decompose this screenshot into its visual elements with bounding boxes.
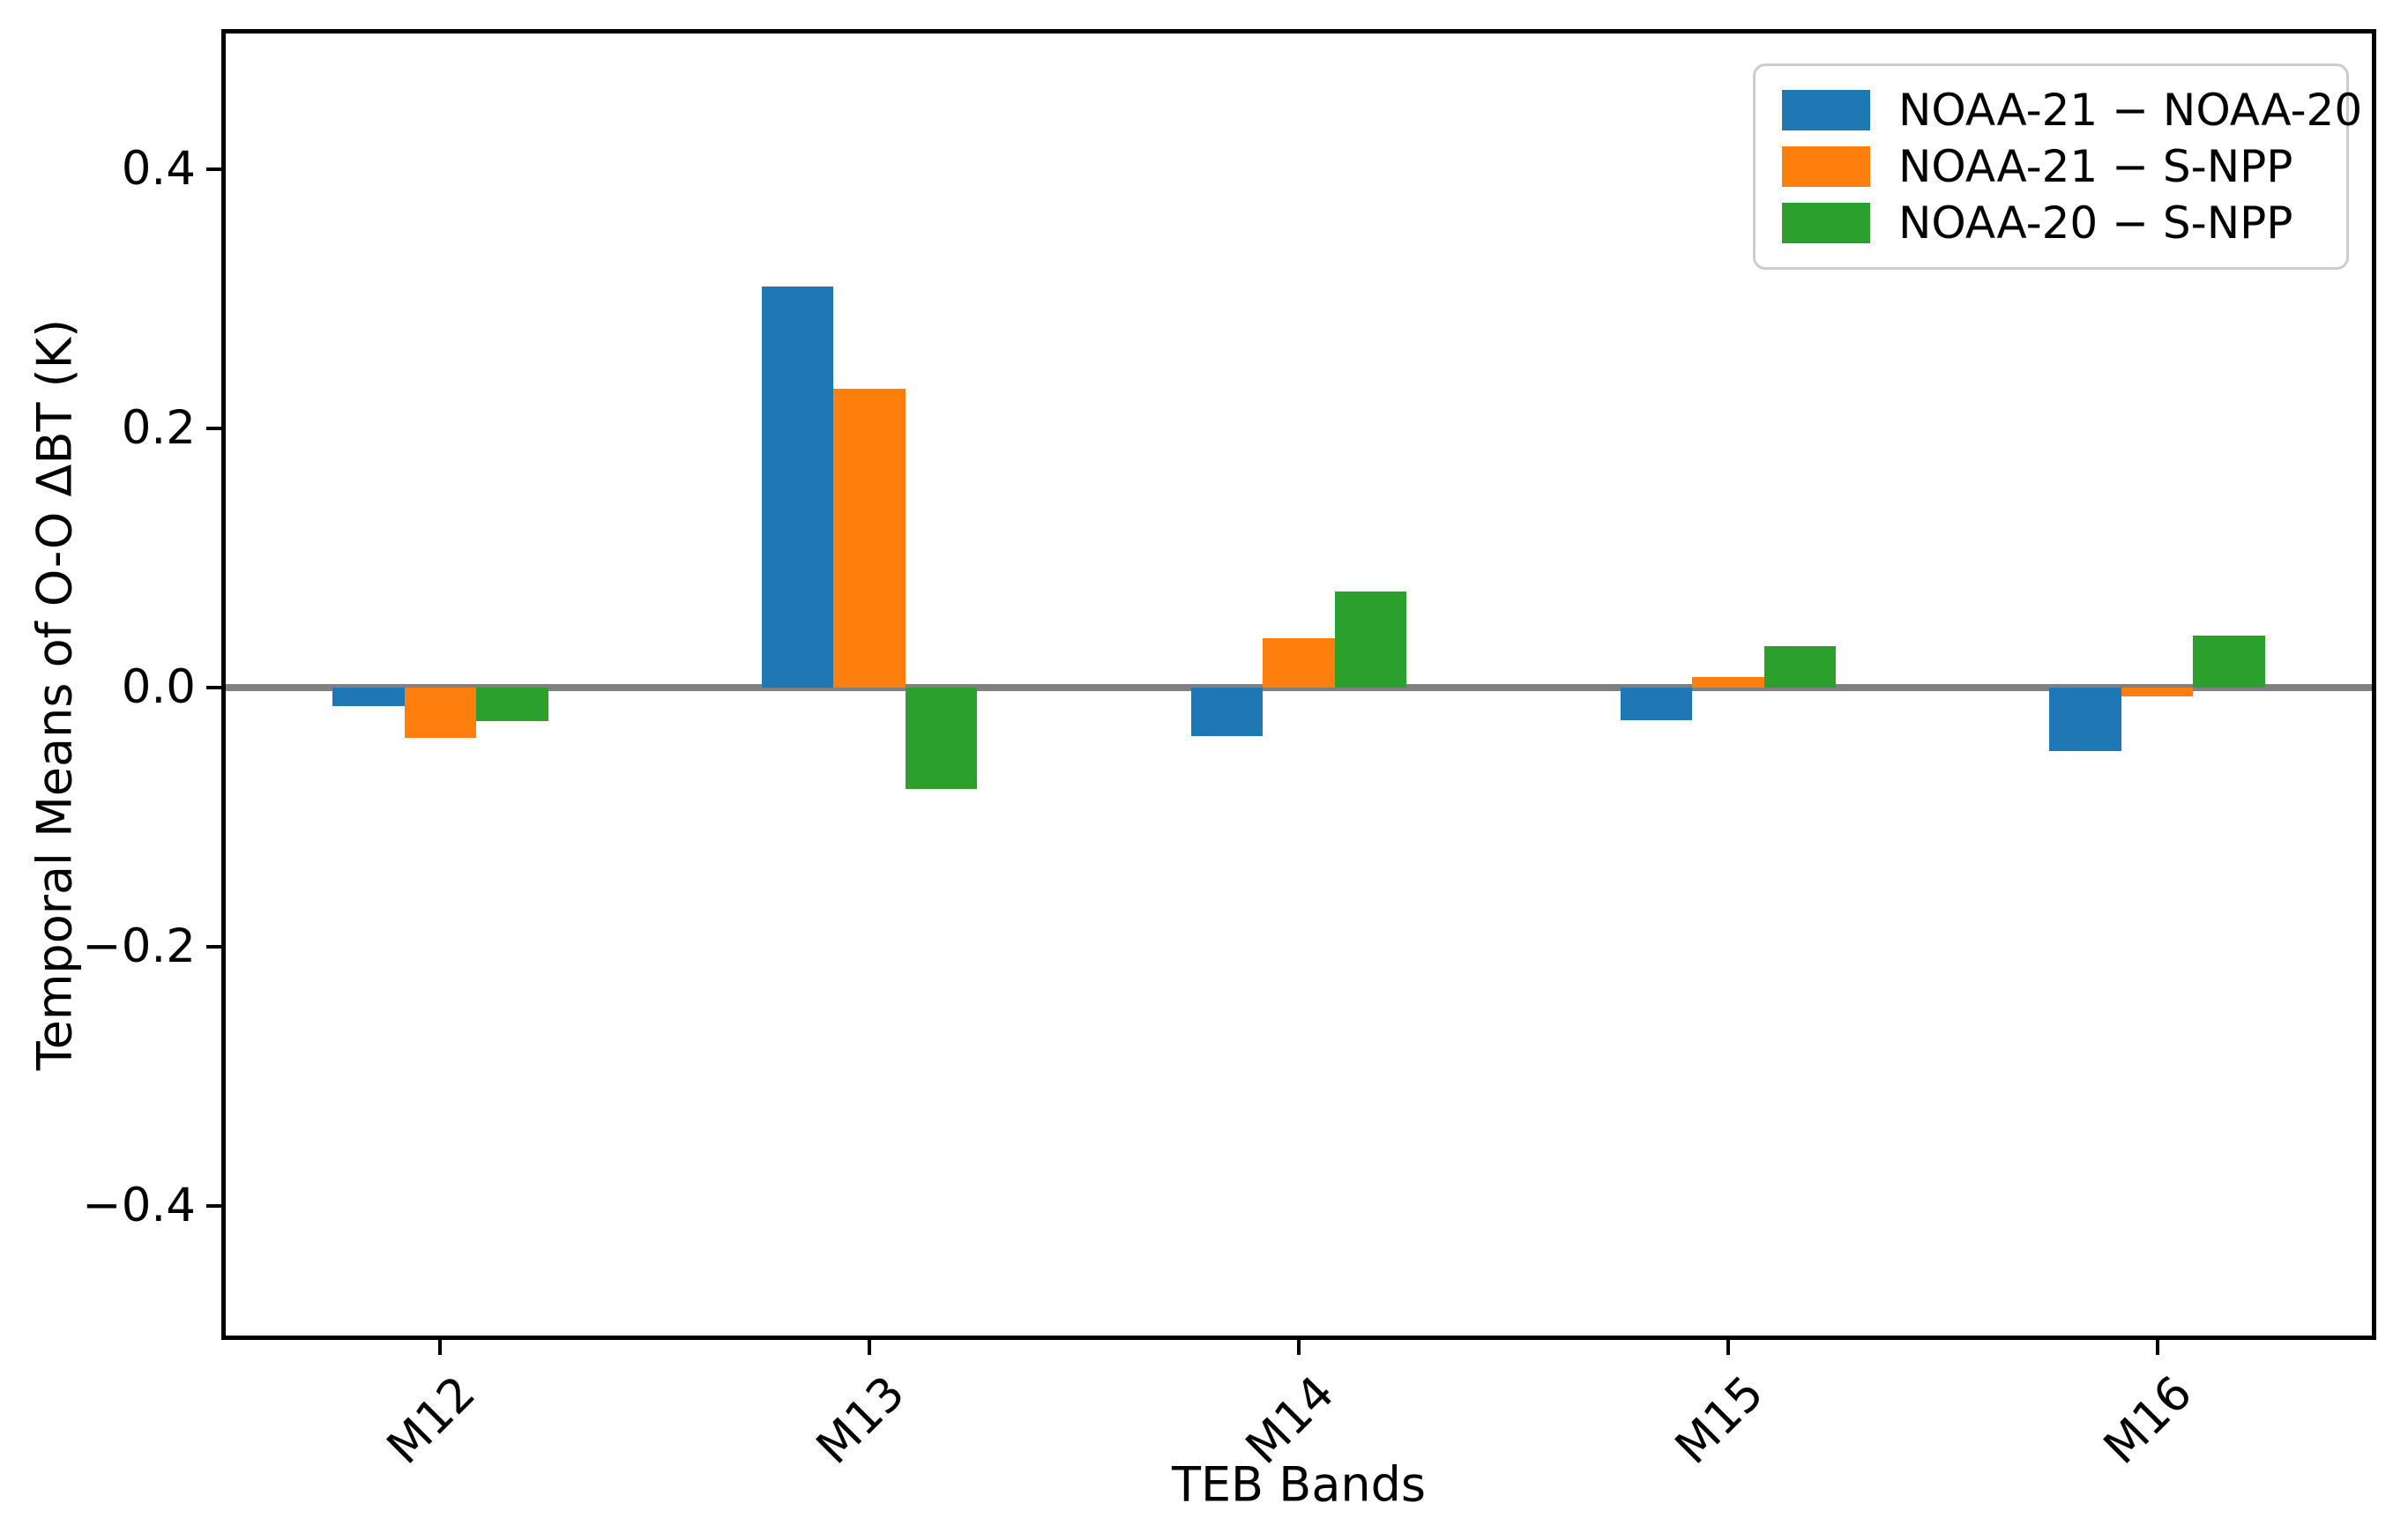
- legend-item: NOAA-21 − NOAA-20: [1782, 82, 2362, 138]
- y-tick-label: 0.2: [121, 401, 196, 456]
- y-tick-label: 0.4: [121, 142, 196, 197]
- y-tick-mark: [206, 686, 226, 690]
- bar-M14-series2: [1334, 592, 1407, 688]
- bar-M15-series0: [1620, 688, 1693, 720]
- bar-M14-series0: [1190, 688, 1264, 736]
- x-axis-label: TEB Bands: [1171, 1456, 1427, 1513]
- bar-M16-series1: [2121, 688, 2194, 697]
- legend-item: NOAA-21 − S-NPP: [1782, 138, 2320, 195]
- x-tick-label: M12: [376, 1366, 487, 1475]
- legend-item: NOAA-20 − S-NPP: [1782, 195, 2320, 251]
- x-tick-label: M16: [2094, 1366, 2203, 1475]
- y-tick-label: −0.2: [82, 919, 196, 974]
- bar-M12-series0: [332, 688, 405, 706]
- y-tick-mark: [206, 1204, 226, 1209]
- x-tick-label: M13: [806, 1366, 915, 1475]
- bar-M13-series1: [833, 388, 906, 688]
- legend-swatch-noaa21-snpp: [1782, 146, 1870, 187]
- y-tick-mark: [206, 945, 226, 949]
- bar-M15-series1: [1692, 677, 1764, 688]
- bar-M13-series0: [761, 286, 834, 688]
- x-tick-mark: [1297, 1336, 1301, 1355]
- y-axis-label: Temporal Means of O-O ΔBT (K): [26, 318, 83, 1071]
- bar-M16-series2: [2193, 636, 2265, 688]
- x-tick-mark: [2155, 1336, 2159, 1355]
- y-tick-mark: [206, 167, 226, 172]
- legend-label: NOAA-20 − S-NPP: [1898, 197, 2293, 249]
- y-tick-label: 0.0: [121, 660, 196, 715]
- x-tick-mark: [868, 1336, 872, 1355]
- x-tick-mark: [438, 1336, 443, 1355]
- bar-M16-series0: [2049, 688, 2121, 752]
- legend-swatch-noaa21-noaa20: [1782, 90, 1870, 130]
- y-tick-label: −0.4: [82, 1179, 196, 1233]
- bar-M13-series2: [905, 688, 978, 789]
- legend: NOAA-21 − NOAA-20 NOAA-21 − S-NPP NOAA-2…: [1753, 63, 2362, 270]
- bar-M12-series2: [476, 688, 548, 722]
- legend-swatch-noaa20-snpp: [1782, 203, 1870, 243]
- bar-M15-series2: [1763, 646, 1837, 688]
- zero-baseline: [226, 684, 2372, 692]
- bar-M12-series1: [404, 688, 477, 739]
- x-tick-mark: [1726, 1336, 1730, 1355]
- bar-M14-series1: [1263, 638, 1335, 688]
- legend-label: NOAA-21 − NOAA-20: [1898, 85, 2363, 136]
- x-tick-label: M15: [1665, 1366, 1774, 1475]
- legend-label: NOAA-21 − S-NPP: [1898, 141, 2293, 192]
- y-tick-mark: [206, 427, 226, 431]
